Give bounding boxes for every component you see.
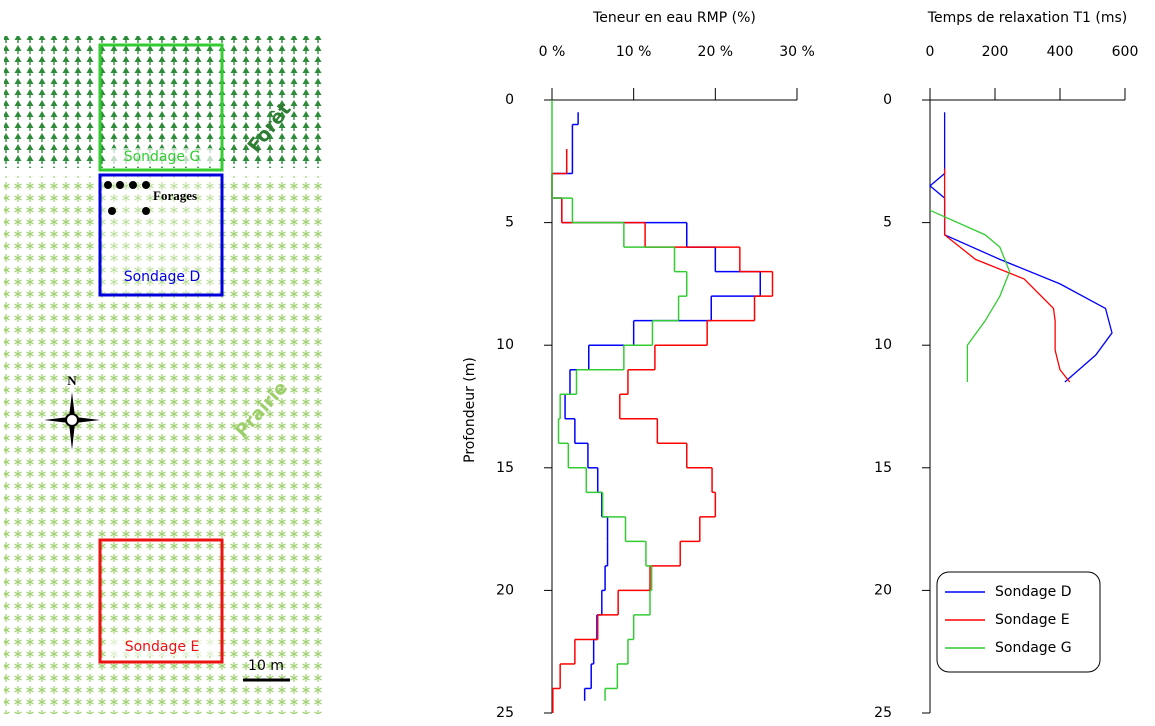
y-tick-label: 5 [505, 215, 514, 231]
legend-box [936, 571, 1101, 673]
scale-label: 10 m [248, 658, 284, 674]
y-tick-label: 15 [496, 460, 514, 476]
y-tick-label: 0 [883, 92, 892, 108]
zone-label: Sondage G [124, 149, 201, 165]
drill-points [104, 181, 150, 215]
map: Sondage G Sondage D Sondage E Forages Fo… [4, 36, 324, 714]
zone-label: Sondage D [124, 269, 201, 285]
north-label: N [67, 373, 77, 388]
forest-area [4, 36, 324, 168]
zone-label: Sondage E [125, 639, 200, 655]
x-tick-label: 30 % [779, 44, 815, 60]
y-tick-label: 10 [496, 337, 514, 353]
drill-label: Forages [153, 188, 197, 203]
y-tick-label: 20 [874, 582, 892, 598]
profile-line [943, 168, 1071, 383]
y-tick-label: 20 [496, 582, 514, 598]
y-tick-label: 25 [496, 705, 514, 721]
legend-label: Sondage G [995, 640, 1072, 656]
chart-title: Temps de relaxation T1 (ms) [927, 10, 1127, 26]
prairie-area [4, 176, 324, 714]
x-tick-label: 600 [1112, 44, 1139, 60]
zone-g [98, 43, 224, 172]
x-tick-label: 200 [982, 44, 1009, 60]
chart-title: Teneur en eau RMP (%) [592, 10, 756, 26]
legend-label: Sondage E [995, 612, 1070, 628]
zone-d [98, 173, 224, 297]
label-bg [106, 638, 216, 656]
x-tick-label: 0 [926, 44, 935, 60]
x-tick-label: 400 [1047, 44, 1074, 60]
y-tick-label: 5 [883, 215, 892, 231]
zone-e [98, 538, 224, 664]
y-axis-label: Profondeur (m) [462, 357, 478, 463]
y-tick-label: 10 [874, 337, 892, 353]
profile-line [929, 209, 1011, 382]
compass-center [65, 413, 79, 427]
y-tick-label: 25 [874, 705, 892, 721]
label-bg [106, 148, 216, 166]
y-tick-label: 0 [505, 92, 514, 108]
profile-line [928, 112, 1113, 383]
legend-label: Sondage D [995, 584, 1072, 600]
x-tick-label: 0 % [539, 44, 566, 60]
y-tick-label: 15 [874, 460, 892, 476]
x-tick-label: 10 % [616, 44, 652, 60]
x-tick-label: 20 % [698, 44, 734, 60]
